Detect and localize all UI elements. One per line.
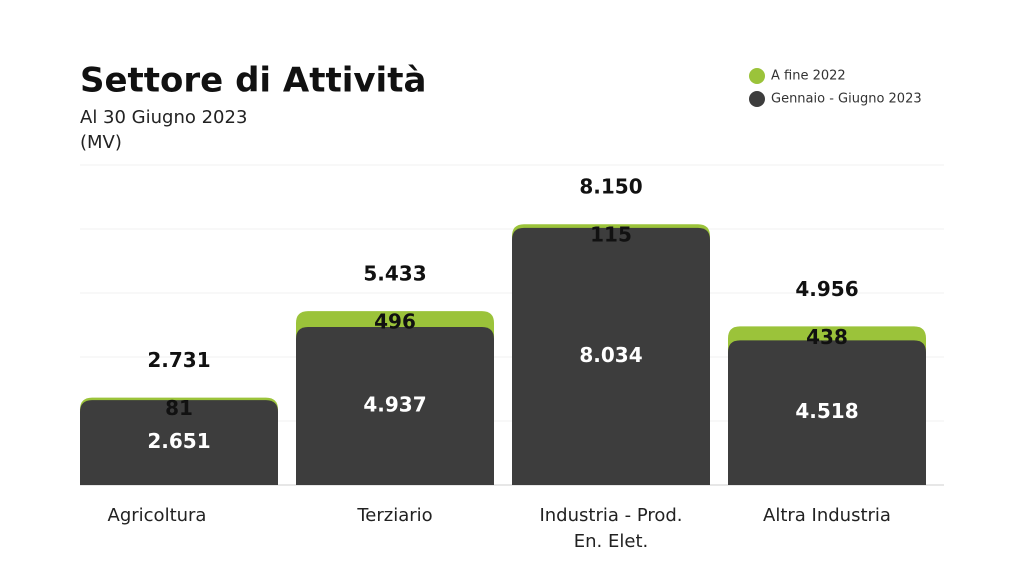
bar-segment xyxy=(512,227,710,486)
legend-label: Gennaio - Giugno 2023 xyxy=(771,92,922,107)
legend-swatch xyxy=(749,91,765,107)
chart-subtitle: Al 30 Giugno 2023 xyxy=(80,107,247,128)
legend-swatch xyxy=(749,68,765,84)
unit-label: (MV) xyxy=(80,132,122,153)
total-label: 8.150 xyxy=(579,175,642,199)
x-tick-label: Terziario xyxy=(357,505,433,526)
total-label: 5.433 xyxy=(363,262,426,286)
data-label: 496 xyxy=(374,310,416,334)
data-label: 81 xyxy=(165,396,193,420)
bar-segment xyxy=(728,340,926,485)
total-label: 2.731 xyxy=(147,348,210,372)
data-label: 115 xyxy=(590,223,632,247)
data-label: 4.518 xyxy=(795,399,858,423)
x-tick-label: Altra Industria xyxy=(763,505,891,526)
x-tick-label: Agricoltura xyxy=(107,505,207,526)
total-label: 4.956 xyxy=(795,277,858,301)
data-label: 4.937 xyxy=(363,393,426,417)
chart-title: Settore di Attività xyxy=(80,61,426,101)
legend-label: A fine 2022 xyxy=(771,69,846,84)
data-label: 438 xyxy=(806,325,848,349)
x-tick-label: Industria - Prod. En. Elet. xyxy=(539,505,683,552)
bar-segment xyxy=(80,400,278,485)
data-label: 8.034 xyxy=(579,343,642,367)
data-label: 2.651 xyxy=(147,429,210,453)
bar-segment xyxy=(296,327,494,485)
